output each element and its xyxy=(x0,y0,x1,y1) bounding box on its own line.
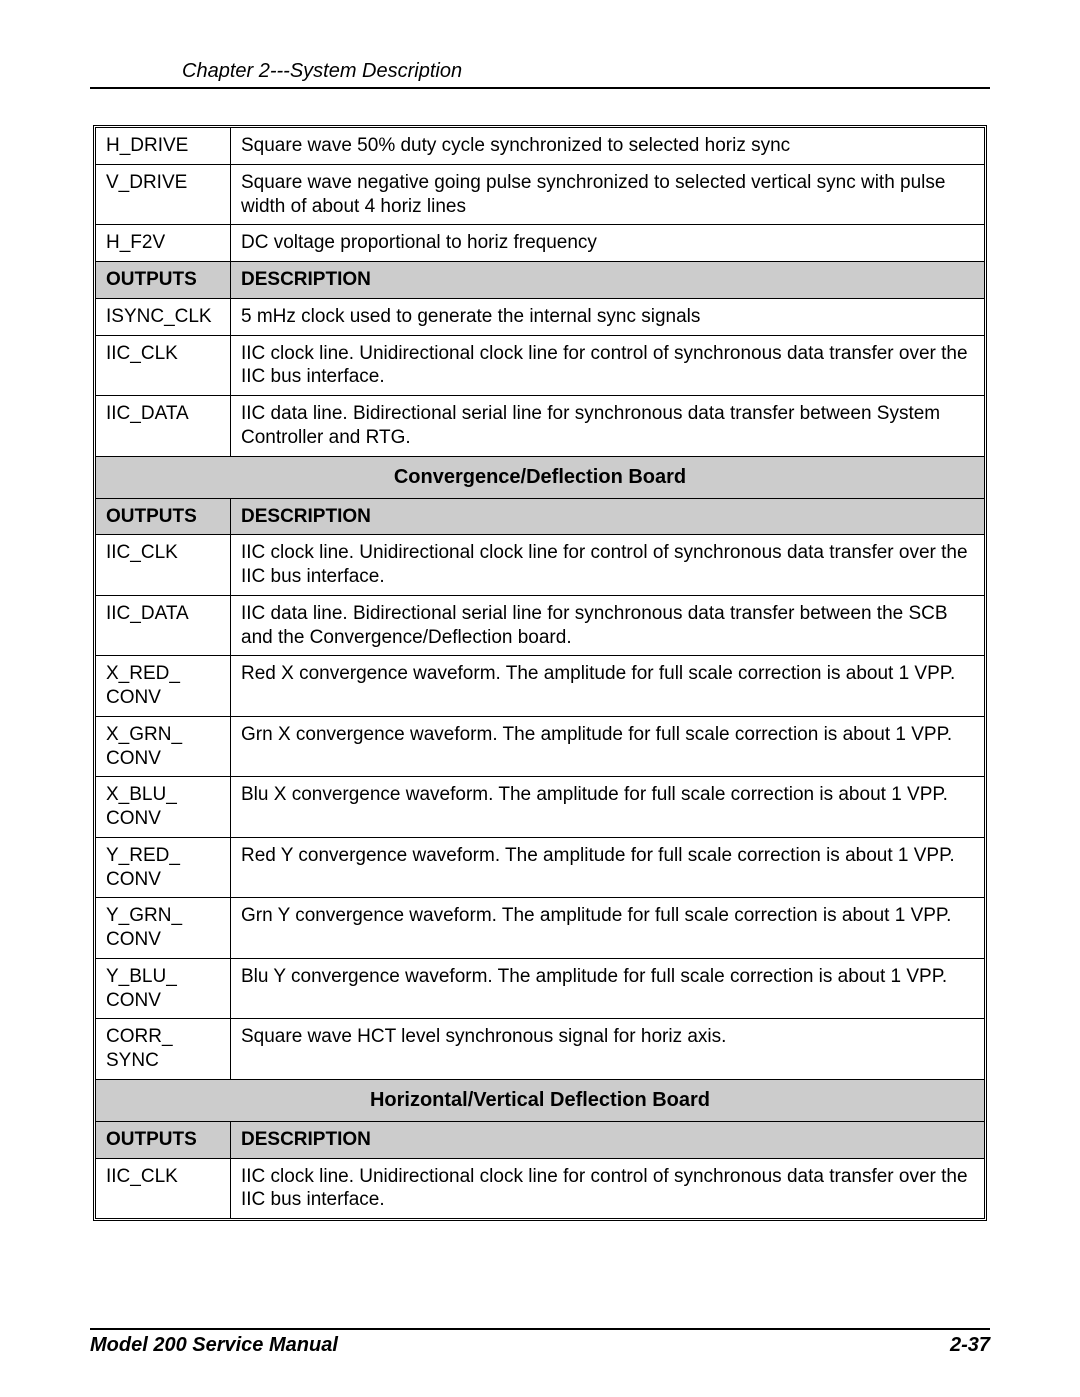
section-title-cell: Horizontal/Vertical Deflection Board xyxy=(96,1079,985,1121)
table-row: X_BLU_ CONVBlu X convergence waveform. T… xyxy=(96,777,985,838)
signal-desc-cell: Red X convergence waveform. The amplitud… xyxy=(231,656,985,717)
section-header-row: Convergence/Deflection Board xyxy=(96,456,985,498)
signal-desc-cell: Grn X convergence waveform. The amplitud… xyxy=(231,716,985,777)
footer-row: Model 200 Service Manual 2-37 xyxy=(90,1334,990,1357)
table-row: IIC_DATAIIC data line. Bidirectional ser… xyxy=(96,595,985,656)
table-row: H_DRIVESquare wave 50% duty cycle synchr… xyxy=(96,128,985,165)
signal-name-cell: X_BLU_ CONV xyxy=(96,777,231,838)
signal-name-cell: IIC_CLK xyxy=(96,335,231,396)
table-row: CORR_ SYNCSquare wave HCT level synchron… xyxy=(96,1019,985,1080)
outputs-header-row: OUTPUTSDESCRIPTION xyxy=(96,262,985,299)
signal-desc-cell: Square wave 50% duty cycle synchronized … xyxy=(231,128,985,165)
signal-name-cell: V_DRIVE xyxy=(96,164,231,225)
table-row: IIC_CLKIIC clock line. Unidirectional cl… xyxy=(96,335,985,396)
signal-desc-cell: IIC data line. Bidirectional serial line… xyxy=(231,595,985,656)
table-row: Y_GRN_ CONVGrn Y convergence waveform. T… xyxy=(96,898,985,959)
table-row: ISYNC_CLK5 mHz clock used to generate th… xyxy=(96,298,985,335)
signal-desc-cell: IIC clock line. Unidirectional clock lin… xyxy=(231,335,985,396)
table-row: IIC_CLKIIC clock line. Unidirectional cl… xyxy=(96,535,985,596)
signal-name-cell: IIC_CLK xyxy=(96,1158,231,1219)
table-row: H_F2VDC voltage proportional to horiz fr… xyxy=(96,225,985,262)
outputs-header-row: OUTPUTSDESCRIPTION xyxy=(96,498,985,535)
signal-desc-cell: IIC data line. Bidirectional serial line… xyxy=(231,396,985,457)
signal-name-cell: IIC_CLK xyxy=(96,535,231,596)
table-row: Y_RED_ CONVRed Y convergence waveform. T… xyxy=(96,837,985,898)
signal-name-cell: X_RED_ CONV xyxy=(96,656,231,717)
table-row: X_RED_ CONVRed X convergence waveform. T… xyxy=(96,656,985,717)
outputs-header-row: OUTPUTSDESCRIPTION xyxy=(96,1121,985,1158)
signal-desc-cell: 5 mHz clock used to generate the interna… xyxy=(231,298,985,335)
signals-table: H_DRIVESquare wave 50% duty cycle synchr… xyxy=(95,127,985,1219)
table-row: IIC_CLKIIC clock line. Unidirectional cl… xyxy=(96,1158,985,1219)
signal-name-cell: ISYNC_CLK xyxy=(96,298,231,335)
page-footer: Model 200 Service Manual 2-37 xyxy=(90,1328,990,1357)
signal-name-cell: IIC_DATA xyxy=(96,396,231,457)
signal-name-cell: CORR_ SYNC xyxy=(96,1019,231,1080)
signal-desc-cell: Grn Y convergence waveform. The amplitud… xyxy=(231,898,985,959)
signal-desc-cell: DC voltage proportional to horiz frequen… xyxy=(231,225,985,262)
signal-desc-cell: Red Y convergence waveform. The amplitud… xyxy=(231,837,985,898)
description-label-cell: DESCRIPTION xyxy=(231,262,985,299)
signal-desc-cell: Square wave HCT level synchronous signal… xyxy=(231,1019,985,1080)
outputs-label-cell: OUTPUTS xyxy=(96,1121,231,1158)
signal-desc-cell: IIC clock line. Unidirectional clock lin… xyxy=(231,535,985,596)
signal-name-cell: Y_RED_ CONV xyxy=(96,837,231,898)
table-row: X_GRN_ CONVGrn X convergence waveform. T… xyxy=(96,716,985,777)
signal-desc-cell: Square wave negative going pulse synchro… xyxy=(231,164,985,225)
table-row: IIC_DATAIIC data line. Bidirectional ser… xyxy=(96,396,985,457)
chapter-header: Chapter 2---System Description xyxy=(90,60,990,83)
table-row: V_DRIVESquare wave negative going pulse … xyxy=(96,164,985,225)
signal-name-cell: H_DRIVE xyxy=(96,128,231,165)
signal-name-cell: IIC_DATA xyxy=(96,595,231,656)
section-title-cell: Convergence/Deflection Board xyxy=(96,456,985,498)
table-body: H_DRIVESquare wave 50% duty cycle synchr… xyxy=(96,128,985,1219)
description-label-cell: DESCRIPTION xyxy=(231,1121,985,1158)
footer-left: Model 200 Service Manual xyxy=(90,1334,338,1357)
outputs-label-cell: OUTPUTS xyxy=(96,498,231,535)
signal-name-cell: H_F2V xyxy=(96,225,231,262)
footer-right: 2-37 xyxy=(950,1334,990,1357)
signal-desc-cell: Blu X convergence waveform. The amplitud… xyxy=(231,777,985,838)
footer-rule xyxy=(90,1328,990,1330)
header-rule xyxy=(90,87,990,89)
page: Chapter 2---System Description H_DRIVESq… xyxy=(0,0,1080,1397)
signal-name-cell: Y_BLU_ CONV xyxy=(96,958,231,1019)
table-container: H_DRIVESquare wave 50% duty cycle synchr… xyxy=(90,125,990,1221)
signal-name-cell: Y_GRN_ CONV xyxy=(96,898,231,959)
section-header-row: Horizontal/Vertical Deflection Board xyxy=(96,1079,985,1121)
table-row: Y_BLU_ CONVBlu Y convergence waveform. T… xyxy=(96,958,985,1019)
description-label-cell: DESCRIPTION xyxy=(231,498,985,535)
signal-desc-cell: Blu Y convergence waveform. The amplitud… xyxy=(231,958,985,1019)
signal-name-cell: X_GRN_ CONV xyxy=(96,716,231,777)
outputs-label-cell: OUTPUTS xyxy=(96,262,231,299)
signal-desc-cell: IIC clock line. Unidirectional clock lin… xyxy=(231,1158,985,1219)
table-outer-border: H_DRIVESquare wave 50% duty cycle synchr… xyxy=(93,125,987,1221)
